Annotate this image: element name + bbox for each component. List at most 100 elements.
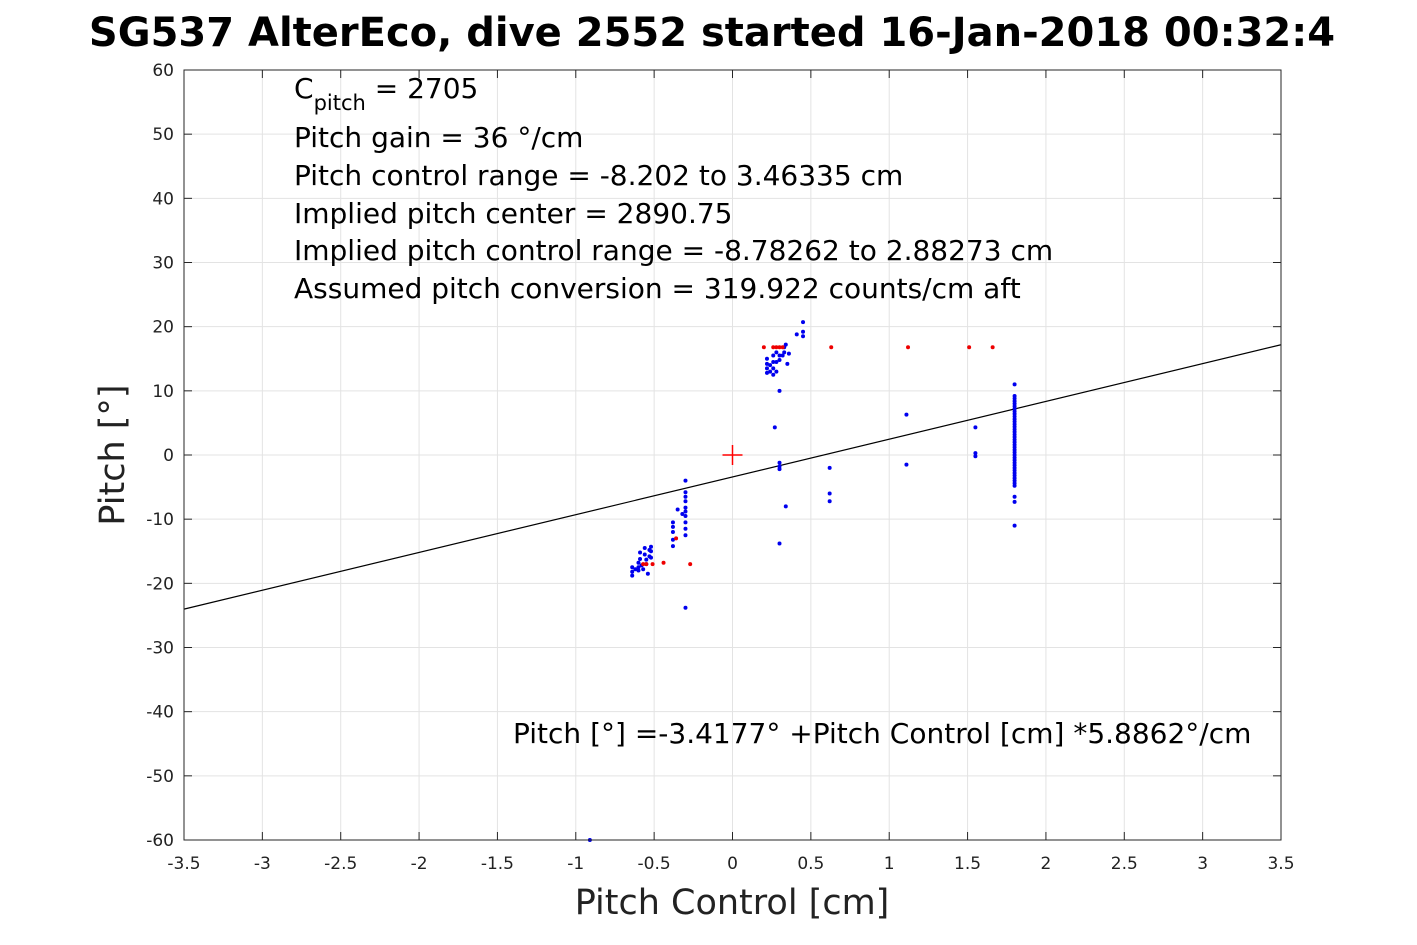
center-marker	[722, 445, 743, 465]
data-point	[670, 530, 675, 534]
data-point	[777, 467, 782, 472]
data-point	[683, 513, 688, 518]
x-tick-label: 3.5	[1267, 854, 1294, 874]
annotation-cpitch-sub: pitch	[314, 91, 366, 115]
data-point	[801, 329, 806, 334]
data-point	[642, 546, 647, 551]
data-point	[764, 361, 769, 366]
data-point	[644, 557, 649, 562]
data-point	[774, 369, 779, 374]
data-point	[630, 569, 635, 574]
y-tick-label: -50	[146, 767, 174, 787]
data-point	[764, 370, 769, 375]
data-point	[782, 350, 787, 355]
x-tick-label: 0	[727, 854, 738, 874]
x-tick-label: -2.5	[324, 854, 357, 874]
data-point	[630, 565, 635, 570]
annotation-conversion: Assumed pitch conversion = 319.922 count…	[294, 272, 1021, 305]
data-point	[670, 520, 675, 525]
data-point	[1012, 523, 1017, 528]
annotation-block: Cpitch = 2705 Pitch gain = 36 °/cm Pitch…	[294, 72, 1053, 305]
y-axis-label: Pitch [°]	[93, 384, 133, 525]
annotation-pitch-gain: Pitch gain = 36 °/cm	[294, 121, 583, 154]
data-point	[683, 478, 688, 483]
data-point	[636, 568, 641, 573]
data-point	[827, 499, 832, 504]
annotation-cpitch-value: = 2705	[366, 72, 479, 105]
data-point	[772, 425, 777, 430]
data-point	[973, 451, 978, 456]
data-point	[777, 358, 782, 363]
data-point	[1012, 393, 1017, 398]
data-point	[683, 533, 688, 538]
data-point	[630, 573, 635, 578]
data-point	[771, 345, 776, 350]
data-point	[967, 345, 972, 350]
x-tick-label: -3	[254, 854, 271, 874]
data-point	[636, 565, 641, 570]
y-tick-label: 50	[152, 125, 174, 145]
data-point	[827, 491, 832, 496]
data-point	[906, 345, 911, 350]
data-point	[633, 567, 638, 572]
y-tick-label: -40	[146, 703, 174, 723]
data-point	[801, 320, 806, 325]
data-point	[777, 353, 782, 358]
data-point	[768, 363, 773, 368]
data-point	[973, 425, 978, 430]
data-point	[764, 356, 769, 361]
data-point	[638, 550, 643, 555]
data-point	[1012, 382, 1017, 387]
chart-title: SG537 AlterEco, dive 2552 started 16-Jan…	[89, 10, 1335, 56]
y-tick-label: -60	[146, 831, 174, 851]
data-point	[780, 345, 785, 350]
data-point	[683, 605, 688, 610]
x-tick-label: -3.5	[167, 854, 200, 874]
data-point	[644, 562, 649, 567]
annotation-cpitch: Cpitch = 2705	[294, 72, 478, 115]
data-point	[642, 552, 647, 557]
data-point	[771, 359, 776, 364]
data-point	[641, 562, 646, 567]
data-point	[683, 505, 688, 510]
data-point	[768, 369, 773, 374]
y-tick-label: 0	[163, 446, 174, 466]
data-point	[645, 571, 650, 576]
data-point	[990, 345, 995, 350]
x-tick-label: -0.5	[638, 854, 671, 874]
x-tick-label: 0.5	[797, 854, 824, 874]
data-point	[771, 366, 776, 371]
data-point	[649, 549, 654, 554]
data-point	[670, 524, 675, 529]
data-point	[774, 359, 779, 364]
data-points	[587, 320, 1017, 842]
data-point	[683, 526, 688, 531]
data-point	[674, 536, 679, 541]
data-point	[771, 353, 776, 358]
y-tick-label: 20	[152, 318, 174, 338]
data-point	[670, 544, 675, 549]
data-point	[794, 332, 799, 337]
data-point	[774, 350, 779, 355]
data-point	[683, 499, 688, 504]
data-point	[777, 345, 782, 350]
data-point	[670, 537, 675, 542]
y-tick-label: 40	[152, 189, 174, 209]
data-point	[777, 541, 782, 546]
y-tick-label: 60	[152, 61, 174, 81]
data-point	[683, 520, 688, 525]
data-point	[683, 490, 688, 495]
data-point	[786, 351, 791, 356]
data-point	[783, 504, 788, 509]
data-point	[780, 353, 785, 358]
annotation-cpitch-base: C	[294, 72, 314, 105]
x-axis-label: Pitch Control [cm]	[575, 883, 890, 923]
fit-equation: Pitch [°] =-3.4177° +Pitch Control [cm] …	[513, 717, 1251, 750]
data-point	[650, 562, 655, 567]
data-point	[973, 454, 978, 459]
data-point	[1012, 499, 1017, 504]
data-point	[649, 555, 654, 560]
data-point	[777, 388, 782, 393]
data-point	[641, 567, 646, 572]
x-axis-ticks: -3.5 -3 -2.5 -2 -1.5 -1 -0.5 0 0.5 1 1.5 2 2.5 3 3.5	[167, 70, 1295, 874]
